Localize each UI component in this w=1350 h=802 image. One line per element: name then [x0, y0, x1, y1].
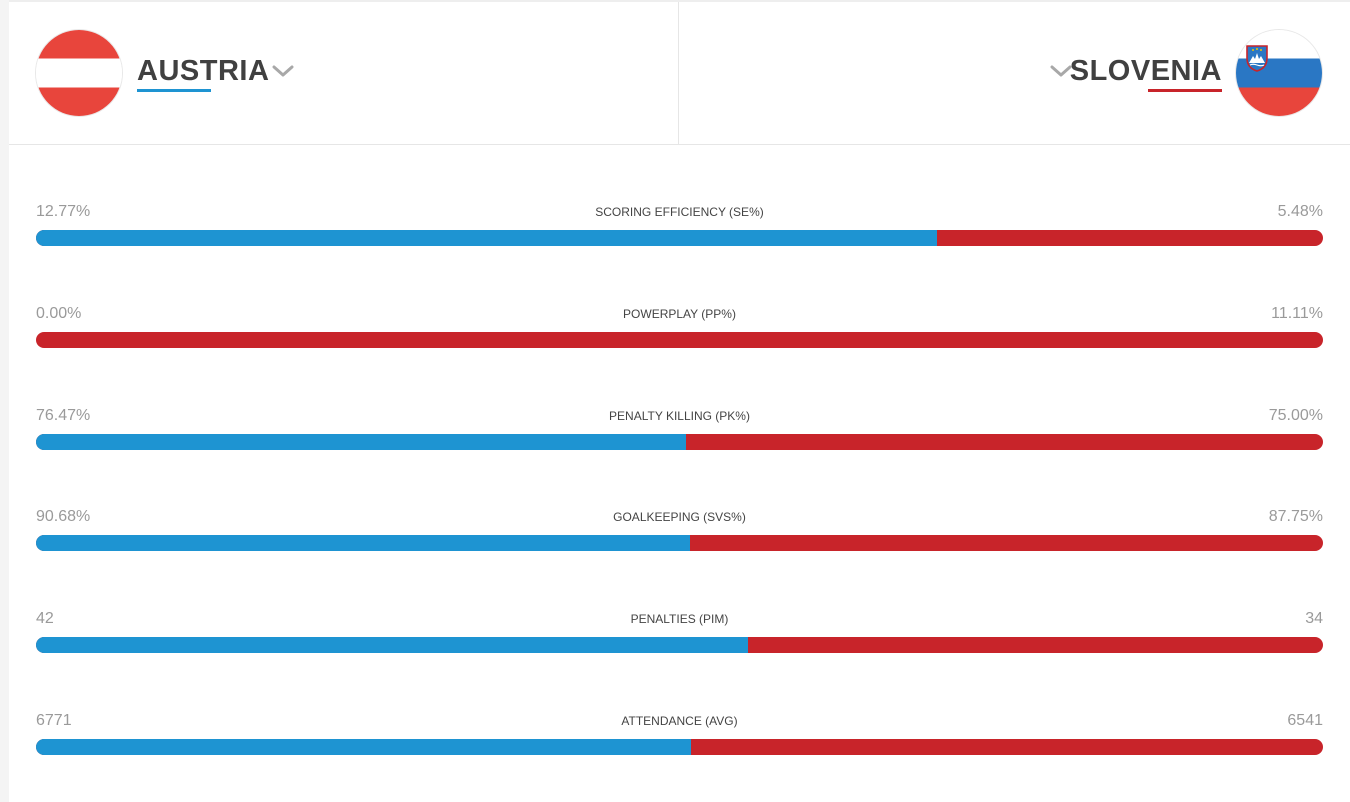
- stat-label: PENALTY KILLING (PK%): [609, 409, 750, 423]
- home-share-bar: [36, 535, 690, 551]
- home-stat-value: 0.00%: [36, 305, 82, 322]
- away-stat-value: 11.11%: [1271, 305, 1323, 322]
- away-stat-value: 75.00%: [1268, 407, 1323, 424]
- chevron-down-icon[interactable]: [272, 64, 294, 78]
- comparison-bar: [36, 230, 1323, 246]
- home-stat-value: 12.77%: [36, 203, 91, 220]
- left-gutter: [0, 0, 9, 802]
- away-team-panel: SLOVENIA: [680, 2, 1350, 144]
- stat-row-penalty-killing: 76.47% PENALTY KILLING (PK%) 75.00%: [36, 406, 1323, 456]
- teams-header: AUSTRIA SLOVENIA: [9, 2, 1350, 145]
- home-share-bar: [36, 230, 937, 246]
- away-team-name[interactable]: SLOVENIA: [1069, 55, 1222, 87]
- chevron-down-icon[interactable]: [1050, 64, 1072, 78]
- stat-label: GOALKEEPING (SVS%): [613, 510, 746, 524]
- stat-label: ATTENDANCE (AVG): [621, 714, 738, 728]
- slovenia-coat-of-arms-icon: [1246, 45, 1268, 72]
- away-stat-value: 34: [1305, 610, 1323, 627]
- comparison-bar: [36, 637, 1323, 653]
- comparison-bar: [36, 434, 1323, 450]
- comparison-bar: [36, 535, 1323, 551]
- away-stat-value: 87.75%: [1268, 508, 1323, 525]
- away-stat-value: 5.48%: [1277, 203, 1323, 220]
- home-team-name[interactable]: AUSTRIA: [137, 55, 270, 87]
- home-share-bar: [36, 637, 748, 653]
- home-team-panel: AUSTRIA: [9, 2, 679, 144]
- stat-row-goalkeeping: 90.68% GOALKEEPING (SVS%) 87.75%: [36, 507, 1323, 557]
- home-stat-value: 90.68%: [36, 508, 91, 525]
- comparison-bar: [36, 332, 1323, 348]
- austria-flag-icon: [36, 30, 122, 116]
- home-stat-value: 42: [36, 610, 54, 627]
- away-team-underline: [1148, 89, 1222, 92]
- stat-row-scoring-efficiency: 12.77% SCORING EFFICIENCY (SE%) 5.48%: [36, 202, 1323, 252]
- home-stat-value: 6771: [36, 712, 72, 729]
- home-team-underline: [137, 89, 211, 92]
- away-stat-value: 6541: [1287, 712, 1323, 729]
- comparison-bar: [36, 739, 1323, 755]
- stat-row-attendance: 6771 ATTENDANCE (AVG) 6541: [36, 711, 1323, 761]
- stat-label: SCORING EFFICIENCY (SE%): [595, 205, 764, 219]
- stat-label: POWERPLAY (PP%): [623, 307, 736, 321]
- top-divider: [0, 0, 1350, 2]
- stat-row-powerplay: 0.00% POWERPLAY (PP%) 11.11%: [36, 304, 1323, 354]
- home-share-bar: [36, 739, 692, 755]
- stat-label: PENALTIES (PIM): [630, 612, 729, 626]
- home-share-bar: [36, 434, 686, 450]
- home-stat-value: 76.47%: [36, 407, 91, 424]
- stat-row-penalties: 42 PENALTIES (PIM) 34: [36, 609, 1323, 659]
- slovenia-flag-icon: [1236, 30, 1322, 116]
